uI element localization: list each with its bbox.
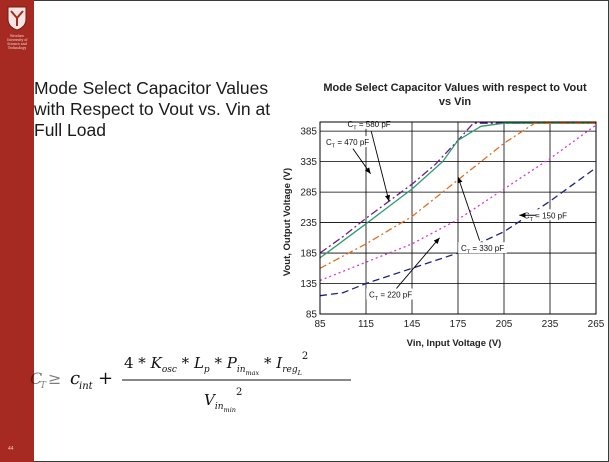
series-label-bg bbox=[521, 209, 570, 221]
axis-layer: 85 115 145 175 205 235 265 85 135 185 235 285 335 385 bbox=[300, 121, 605, 330]
formula: C T ≥ c int + 4 * Kosc * Lp * Pinmax * I… bbox=[30, 351, 351, 414]
y-axis-label: Vout, Output Voltage (V) bbox=[282, 168, 293, 276]
plot-border bbox=[319, 121, 597, 315]
y-tick-label: 235 bbox=[300, 218, 317, 229]
annotation-arrowhead bbox=[433, 237, 440, 245]
annotation-arrow-line bbox=[457, 176, 481, 241]
series-label-bg bbox=[458, 242, 507, 254]
formula-cint: c bbox=[70, 368, 80, 389]
series-label-3: CT = 220 pF bbox=[369, 290, 412, 302]
svg-text:T: T bbox=[40, 381, 47, 391]
y-tick-label: 335 bbox=[300, 157, 317, 168]
series-line-4 bbox=[319, 167, 597, 297]
logo-text: Wrocław University of Science and Techno… bbox=[6, 34, 28, 50]
x-tick-label: 175 bbox=[450, 319, 467, 330]
series-line-2 bbox=[319, 122, 596, 269]
formula-lhs: C T ≥ bbox=[30, 369, 61, 391]
annotation-arrowhead bbox=[457, 176, 463, 184]
formula-plus: + bbox=[98, 368, 113, 389]
annotation-arrowhead bbox=[384, 194, 391, 202]
annotation-arrowhead bbox=[519, 212, 526, 218]
university-crest-icon bbox=[7, 6, 27, 31]
series-line-3 bbox=[319, 124, 597, 282]
y-tick-label: 85 bbox=[306, 310, 318, 321]
chart-svg: CT = 580 pF CT = 470 pF CT = 330 pF CT = 22… bbox=[282, 118, 605, 349]
series-label-0: CT = 580 pF bbox=[347, 120, 390, 132]
sidebar-band: Wrocław University of Science and Techno… bbox=[0, 0, 34, 462]
y-tick-label: 385 bbox=[300, 127, 317, 138]
x-tick-label: 115 bbox=[358, 319, 374, 330]
formula-denominator: Vinmin2 bbox=[204, 387, 242, 414]
formula-cint-sub: int bbox=[79, 381, 94, 392]
formula-numerator: 4 * Kosc * Lp * Pinmax * IregL2 bbox=[124, 351, 308, 377]
chart-title: Mode Select Capacitor Values with respec… bbox=[323, 82, 587, 108]
series-label-1: CT = 470 pF bbox=[326, 138, 369, 150]
svg-text:≥: ≥ bbox=[48, 369, 61, 388]
y-tick-label: 135 bbox=[300, 279, 317, 290]
series-label-4: CT = 150 pF bbox=[524, 211, 567, 223]
x-tick-label: 265 bbox=[588, 319, 605, 330]
series-label-bg bbox=[344, 118, 394, 129]
series-layer bbox=[319, 122, 597, 297]
annotation-arrow-line bbox=[396, 237, 440, 289]
annotation-arrowhead bbox=[364, 167, 371, 174]
series-label-2: CT = 330 pF bbox=[461, 244, 504, 256]
y-tick-label: 285 bbox=[300, 188, 317, 199]
series-label-bg bbox=[366, 288, 415, 300]
svg-text:C: C bbox=[30, 369, 42, 388]
x-tick-label: 205 bbox=[496, 319, 513, 330]
slide-heading: Mode Select Capacitor Values with Respec… bbox=[34, 78, 271, 140]
annotation-arrow-line bbox=[370, 131, 390, 202]
x-tick-label: 145 bbox=[404, 319, 421, 330]
y-tick-label: 185 bbox=[300, 249, 317, 260]
x-tick-label: 235 bbox=[542, 319, 559, 330]
slide-number: 44 bbox=[8, 446, 14, 452]
series-label-bg bbox=[323, 136, 372, 148]
x-axis-label: Vin, Input Voltage (V) bbox=[407, 338, 502, 349]
annotation-layer: CT = 580 pF CT = 470 pF CT = 330 pF CT = 22… bbox=[323, 118, 570, 302]
x-tick-label: 85 bbox=[314, 319, 326, 330]
